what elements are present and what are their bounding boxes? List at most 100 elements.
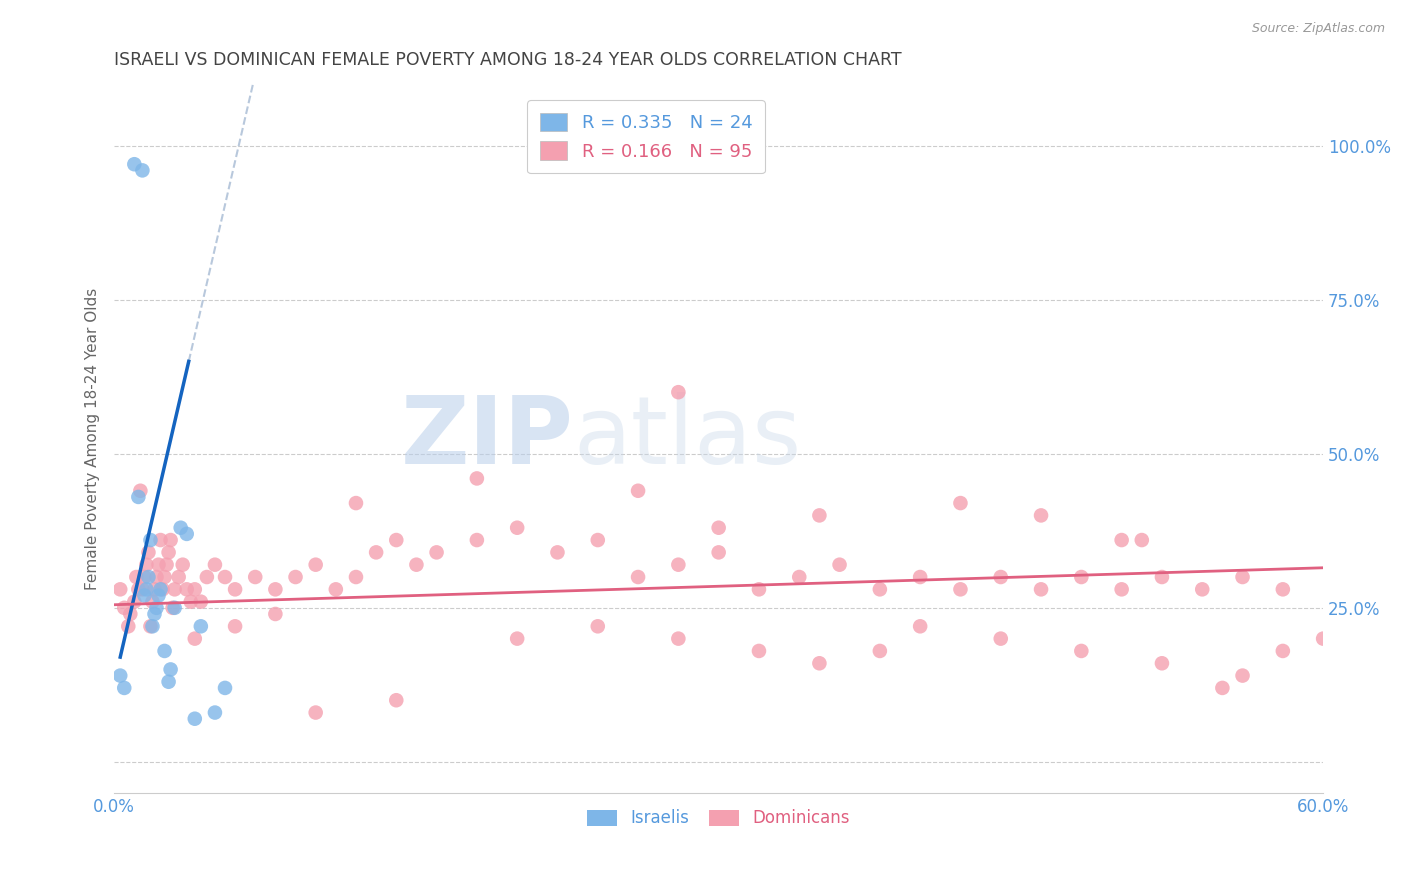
Point [1111,582,1133,597]
Point [162,600,184,615]
Text: ISRAELI VS DOMINICAN FEMALE POVERTY AMONG 18-24 YEAR OLDS CORRELATION CHART: ISRAELI VS DOMINICAN FEMALE POVERTY AMON… [114,51,901,69]
Point [586,619,609,633]
Point [195,570,218,584]
Point [1150,570,1173,584]
Point [627,483,650,498]
Point [180,595,202,609]
Point [143,607,166,621]
Point [808,657,831,671]
Point [1029,582,1052,597]
Point [138,545,160,559]
Point [153,570,176,584]
Point [131,582,153,597]
Point [125,570,148,584]
Point [385,533,408,547]
Point [284,570,307,584]
Point [828,558,851,572]
Y-axis label: Female Poverty Among 18-24 Year Olds: Female Poverty Among 18-24 Year Olds [86,287,100,590]
Point [305,706,328,720]
Point [112,681,135,695]
Point [344,496,367,510]
Point [204,706,226,720]
Point [666,632,689,646]
Point [949,496,972,510]
Point [224,582,246,597]
Point [748,644,770,658]
Point [134,589,156,603]
Point [141,619,163,633]
Point [506,632,529,646]
Point [1191,582,1213,597]
Point [112,600,135,615]
Point [990,570,1012,584]
Point [145,570,167,584]
Point [153,644,176,658]
Point [124,595,146,609]
Point [325,582,347,597]
Point [190,595,212,609]
Point [159,662,181,676]
Point [1271,582,1294,597]
Point [264,582,287,597]
Point [344,570,367,584]
Point [214,570,236,584]
Point [465,471,488,485]
Point [149,533,172,547]
Point [666,385,689,400]
Point [148,558,170,572]
Point [1070,570,1092,584]
Legend: Israelis, Dominicans: Israelis, Dominicans [581,803,856,834]
Text: ZIP: ZIP [401,392,574,484]
Text: atlas: atlas [574,392,801,484]
Point [138,570,160,584]
Point [110,668,132,682]
Point [143,582,166,597]
Point [157,674,180,689]
Point [707,545,730,559]
Point [990,632,1012,646]
Point [131,163,153,178]
Point [190,619,212,633]
Text: Source: ZipAtlas.com: Source: ZipAtlas.com [1251,22,1385,36]
Point [908,570,931,584]
Point [707,521,730,535]
Point [155,558,177,572]
Point [135,558,157,572]
Point [808,508,831,523]
Point [1029,508,1052,523]
Point [127,490,149,504]
Point [627,570,650,584]
Point [148,589,170,603]
Point [139,533,162,547]
Point [176,582,198,597]
Point [748,582,770,597]
Point [149,582,172,597]
Point [1312,632,1334,646]
Point [264,607,287,621]
Point [176,527,198,541]
Point [139,619,162,633]
Point [110,582,132,597]
Point [666,558,689,572]
Point [163,582,186,597]
Point [1232,570,1254,584]
Point [586,533,609,547]
Point [1070,644,1092,658]
Point [157,545,180,559]
Point [1271,644,1294,658]
Point [120,607,142,621]
Point [465,533,488,547]
Point [245,570,267,584]
Point [117,619,139,633]
Point [167,570,190,584]
Point [134,570,156,584]
Point [163,600,186,615]
Point [184,632,207,646]
Point [152,582,174,597]
Point [546,545,568,559]
Point [426,545,449,559]
Point [145,600,167,615]
Point [1130,533,1153,547]
Point [787,570,810,584]
Point [204,558,226,572]
